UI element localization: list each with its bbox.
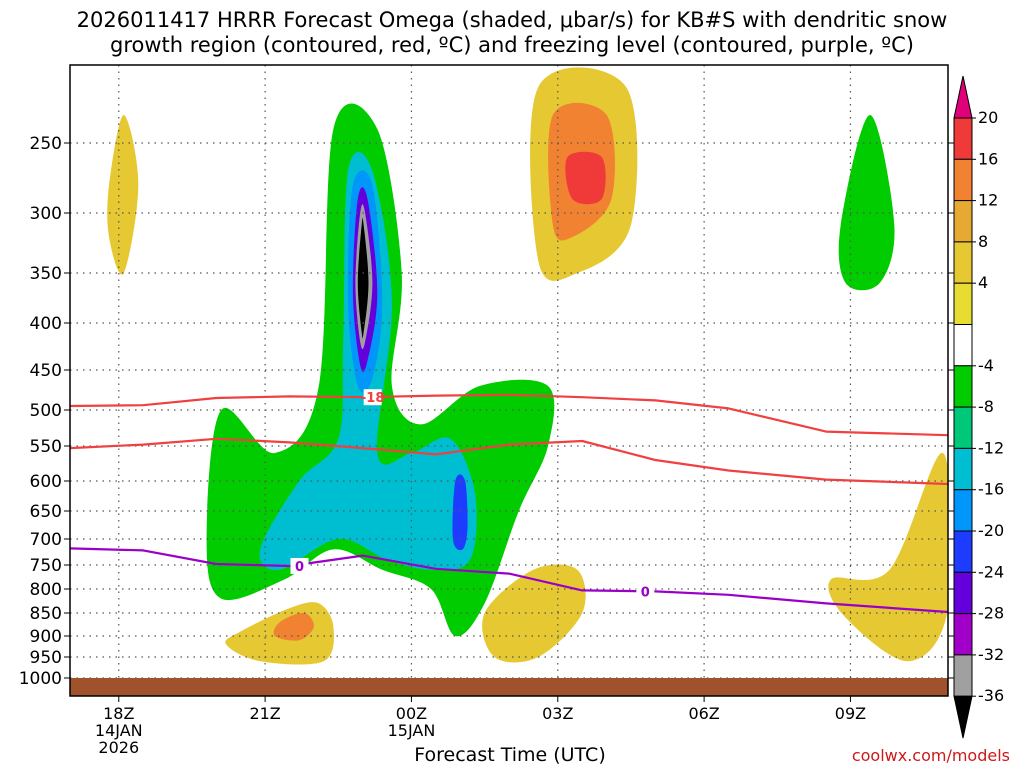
omega-region-uplift-deep-blue-00z [452,474,468,551]
terrain-band [70,678,948,696]
omega-region-downdraft-low-21z-core [273,612,314,641]
x-tick-label: 03Z [542,704,573,723]
contour-label-2: 0 [295,560,304,575]
y-tick-label: 900 [30,627,62,647]
omega-region-uplift-black [357,217,369,339]
y-tick-label: 450 [30,361,62,381]
colorbar-label: -4 [978,356,994,375]
chart-title-line-2: growth region (contoured, red, ºC) and f… [110,33,914,57]
colorbar-label: -36 [978,686,1004,705]
contour-line-0 [70,393,948,437]
y-tick-label: 550 [30,437,62,457]
contour-line-1 [70,437,948,486]
omega-region-uplift-09z-upper [838,115,895,291]
y-tick-label: 800 [30,580,62,600]
colorbar-bin [953,324,973,367]
colorbar-label: 20 [978,108,998,127]
y-tick-label: 350 [30,264,62,284]
y-tick-label: 650 [30,502,62,522]
colorbar-label: -16 [978,480,1004,499]
contour-label-2: 0 [641,585,650,600]
y-tick-label: 600 [30,472,62,492]
x-tick-sublabel: 14JAN [95,721,143,740]
x-tick-label: 18Z [103,704,134,723]
source-credit: coolwx.com/models [851,746,1010,765]
contour-label-bg [636,583,655,600]
y-tick-label: 950 [30,648,62,668]
x-axis-label: Forecast Time (UTC) [414,744,606,766]
colorbar-bin [953,158,973,202]
contour-label-bg [363,389,382,406]
colorbar-bin [953,117,973,160]
colorbar-label: 12 [978,191,998,210]
colorbar-bin [953,365,973,408]
colorbar-bin [953,200,973,243]
colorbar-bin [953,406,973,449]
contour-line-2 [70,547,948,614]
colorbar-bin [953,654,973,697]
colorbar-bin [953,613,973,656]
y-tick-label: 300 [30,204,62,224]
contour-label-bg [290,557,309,574]
colorbar-label: -24 [978,562,1004,581]
colorbar-label: 16 [978,149,998,168]
colorbar-bin [953,241,973,284]
y-tick-label: 250 [30,134,62,154]
colorbar-label: -28 [978,604,1004,623]
y-tick-label: 400 [30,314,62,334]
colorbar-label: -20 [978,521,1004,540]
colorbar-bin [953,75,973,119]
plot-area: -18 0 0 [70,65,948,696]
colorbar-bin [953,282,973,326]
colorbar-bin [953,695,973,739]
x-tick-label: 00Z [396,704,427,723]
omega-region-downdraft-low-03z [482,564,586,663]
y-tick-label: 750 [30,556,62,576]
colorbar-bin [953,571,973,615]
x-tick-label: 06Z [688,704,719,723]
colorbar-label: -8 [978,397,994,416]
x-tick-label: 09Z [835,704,866,723]
y-tick-label: 850 [30,604,62,624]
x-tick-label: 21Z [249,704,280,723]
omega-region-downdraft-red-03z [565,151,606,205]
colorbar-label: 4 [978,273,988,292]
colorbar-bin [953,447,973,491]
colorbar-bin [953,489,973,532]
chart-title-line-1: 2026011417 HRRR Forecast Omega (shaded, … [76,8,948,32]
colorbar-label: -12 [978,438,1004,457]
y-tick-label: 700 [30,530,62,550]
omega-region-downdraft-18z-upper [107,115,139,275]
y-tick-label: 1000 [19,669,62,689]
x-tick-sublabel: 2026 [98,738,139,757]
colorbar-label: -32 [978,645,1004,664]
y-tick-label: 500 [30,401,62,421]
colorbar-bin [953,530,973,573]
x-tick-sublabel: 15JAN [388,721,436,740]
plot-frame [69,64,949,697]
colorbar-label: 8 [978,232,988,251]
contour-label-0: -18 [361,391,385,406]
chart-title: 2026011417 HRRR Forecast Omega (shaded, … [0,8,1024,58]
